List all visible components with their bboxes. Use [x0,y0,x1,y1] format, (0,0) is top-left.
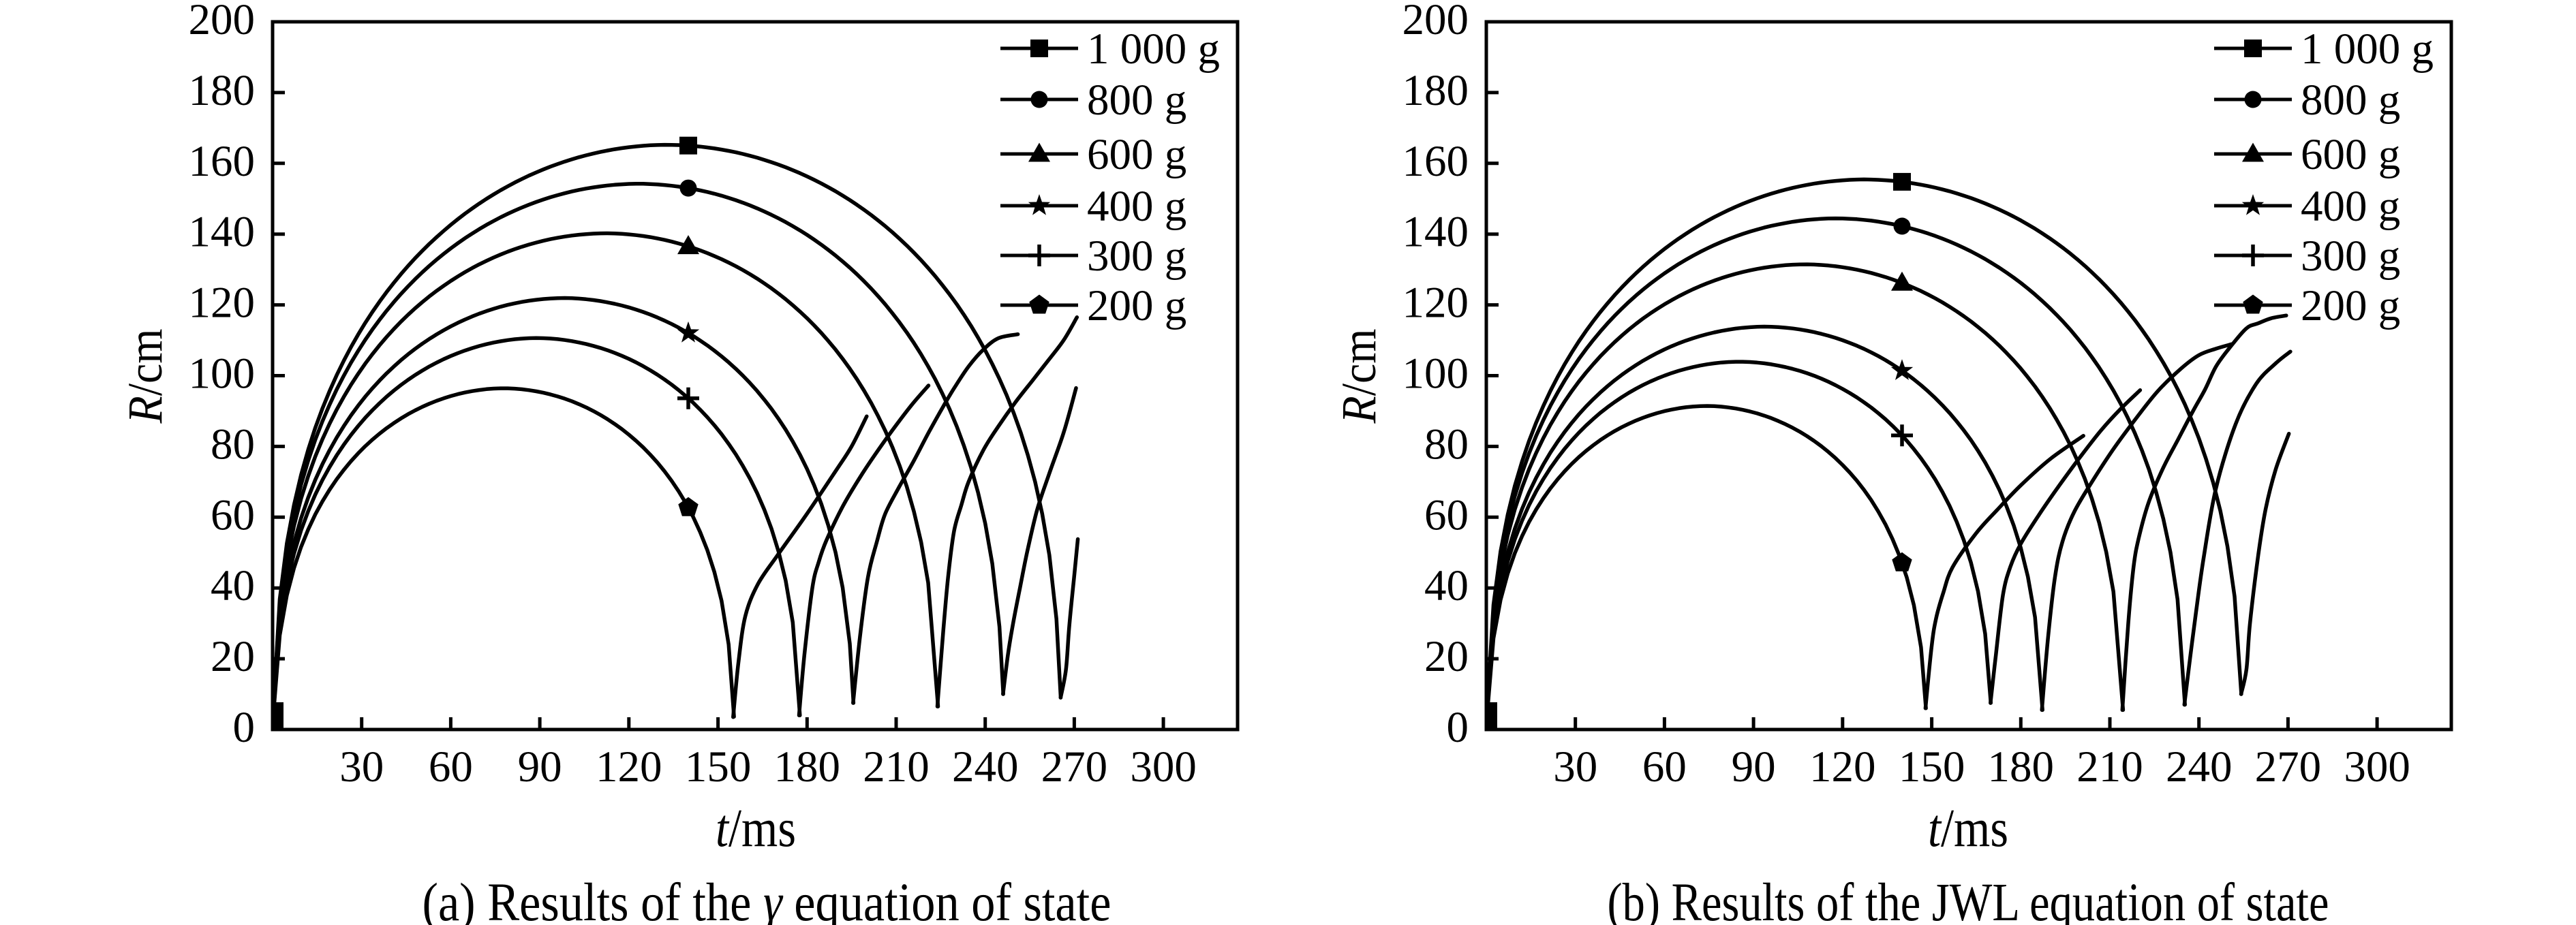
svg-text:80: 80 [1424,420,1469,469]
svg-text:120: 120 [596,742,662,791]
svg-text:t/ms: t/ms [716,799,796,858]
svg-text:270: 270 [2255,742,2322,791]
svg-text:400 g: 400 g [2301,182,2400,231]
svg-text:60: 60 [429,742,473,791]
svg-text:120: 120 [1402,279,1469,328]
svg-text:300: 300 [2344,742,2410,791]
svg-text:300 g: 300 g [1087,232,1186,281]
svg-text:300 g: 300 g [2301,232,2400,281]
svg-text:200 g: 200 g [2301,281,2400,330]
svg-text:180: 180 [1988,742,2055,791]
svg-text:400 g: 400 g [1087,182,1186,231]
svg-text:60: 60 [1424,490,1469,539]
svg-text:90: 90 [518,742,562,791]
svg-text:1 000 g: 1 000 g [1087,25,1220,74]
svg-text:210: 210 [863,742,930,791]
svg-text:210: 210 [2076,742,2143,791]
svg-text:140: 140 [189,208,256,257]
svg-text:200: 200 [1402,0,1469,44]
svg-text:20: 20 [211,632,255,681]
svg-text:40: 40 [211,561,255,610]
svg-text:140: 140 [1402,208,1469,257]
svg-text:270: 270 [1041,742,1108,791]
svg-text:R/cm: R/cm [1332,329,1386,424]
svg-text:0: 0 [233,703,256,752]
svg-text:160: 160 [1402,137,1469,186]
svg-text:30: 30 [1553,742,1597,791]
svg-text:160: 160 [189,137,256,186]
svg-text:200 g: 200 g [1087,281,1186,330]
svg-text:120: 120 [1809,742,1876,791]
svg-text:40: 40 [1424,561,1469,610]
svg-text:100: 100 [1402,349,1469,398]
svg-text:80: 80 [211,420,255,469]
svg-text:0: 0 [1447,703,1469,752]
svg-text:240: 240 [2166,742,2233,791]
svg-text:100: 100 [189,349,256,398]
svg-text:60: 60 [211,490,255,539]
svg-text:R/cm: R/cm [118,329,172,424]
svg-text:150: 150 [1899,742,1965,791]
svg-text:(b) Results of the JWL equatio: (b) Results of the JWL equation of state [1608,873,2329,925]
svg-text:20: 20 [1424,632,1469,681]
svg-text:1 000 g: 1 000 g [2301,25,2434,74]
svg-text:600 g: 600 g [2301,130,2400,179]
svg-text:200: 200 [189,0,256,44]
svg-text:30: 30 [339,742,384,791]
svg-text:800 g: 800 g [2301,76,2400,125]
svg-text:90: 90 [1732,742,1776,791]
svg-text:600 g: 600 g [1087,130,1186,179]
svg-text:180: 180 [1402,66,1469,115]
svg-text:180: 180 [774,742,841,791]
svg-text:300: 300 [1130,742,1197,791]
svg-text:120: 120 [189,279,256,328]
svg-text:t/ms: t/ms [1928,799,2008,858]
svg-text:60: 60 [1642,742,1687,791]
svg-text:800 g: 800 g [1087,76,1186,125]
svg-text:240: 240 [952,742,1019,791]
svg-text:180: 180 [189,66,256,115]
svg-text:150: 150 [685,742,752,791]
svg-text:(a) Results of the γ equation: (a) Results of the γ equation of state [423,873,1111,925]
